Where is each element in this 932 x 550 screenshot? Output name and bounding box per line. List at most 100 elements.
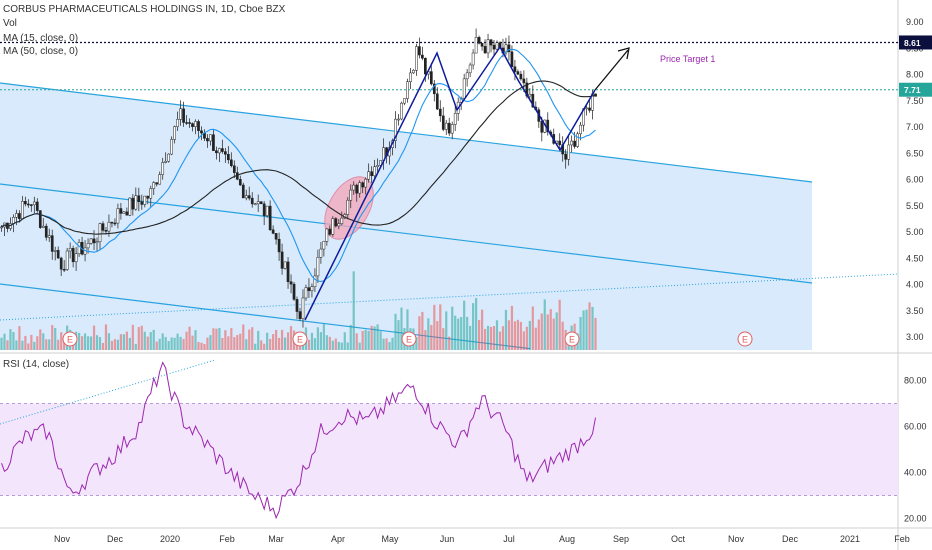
volume-bar <box>582 310 585 350</box>
candle-body <box>29 204 33 206</box>
volume-bar <box>245 339 248 350</box>
volume-bar <box>260 340 263 350</box>
candle-body <box>477 37 481 44</box>
volume-bar <box>152 329 155 350</box>
candle-body <box>107 221 111 232</box>
candle-body <box>197 121 200 131</box>
candle-body <box>241 184 245 199</box>
candle-body <box>364 178 368 188</box>
volume-bar <box>51 325 54 350</box>
candle-body <box>361 182 365 188</box>
volume-bar <box>122 334 125 350</box>
price-tag-bg <box>899 82 932 97</box>
candle-body <box>465 72 469 80</box>
candle-body <box>289 281 293 285</box>
volume-bar <box>460 317 463 350</box>
volume-bar <box>558 299 561 350</box>
candle-body <box>319 248 323 258</box>
candle-body <box>447 122 451 134</box>
candle-body <box>50 235 54 252</box>
candle-body <box>59 257 63 270</box>
volume-bar <box>89 336 93 350</box>
volume-bar <box>233 337 236 350</box>
volume-bar <box>358 342 361 350</box>
volume-bar <box>310 332 314 350</box>
volume-bar <box>343 332 346 350</box>
volume-bar <box>561 321 564 350</box>
volume-bar <box>200 342 203 350</box>
volume-bar <box>30 334 33 350</box>
volume-bar <box>346 342 349 350</box>
time-tick-label: Oct <box>671 534 686 544</box>
candle-body <box>65 250 69 270</box>
candle-body <box>122 211 126 214</box>
volume-bar <box>397 320 400 350</box>
volume-bar <box>498 331 502 350</box>
candle-body <box>176 119 179 127</box>
volume-bar <box>394 313 397 350</box>
candle-body <box>298 311 302 319</box>
volume-bar <box>33 341 36 350</box>
volume-bar <box>230 328 233 350</box>
candle-body <box>513 66 517 72</box>
candle-body <box>504 44 508 54</box>
rsi-trendline <box>0 359 216 425</box>
volume-bar <box>257 330 260 350</box>
candle-body <box>418 46 421 56</box>
candle-body <box>316 257 320 277</box>
time-tick-label: Feb <box>894 534 910 544</box>
candle-body <box>200 130 203 134</box>
price-tag-bg <box>899 35 932 50</box>
volume-bar <box>489 326 493 350</box>
volume-bar <box>277 337 281 350</box>
candle-body <box>573 140 576 147</box>
candle-body <box>441 115 445 130</box>
candle-body <box>250 197 254 205</box>
candle-body <box>429 71 433 85</box>
candle-body <box>259 201 263 205</box>
candle-body <box>238 179 242 186</box>
candle-body <box>47 235 51 238</box>
rsi-tick-label: 60.00 <box>904 422 927 432</box>
rsi-tick-label: 40.00 <box>904 468 927 478</box>
regression-channel-fill <box>0 83 812 350</box>
candle-body <box>12 216 15 224</box>
volume-bar <box>280 329 284 350</box>
volume-bar <box>301 343 305 350</box>
volume-bar <box>194 330 197 350</box>
candle-body <box>143 195 147 205</box>
candle-body <box>18 213 21 219</box>
volume-bar <box>143 331 146 350</box>
volume-bar <box>221 337 224 350</box>
channel-upper-line <box>0 82 813 183</box>
volume-bar <box>42 333 45 350</box>
volume-bar <box>519 321 522 350</box>
volume-bar <box>552 318 555 350</box>
candle-body <box>564 153 568 160</box>
price-levels <box>0 41 898 91</box>
candle-body <box>352 184 356 191</box>
candle-body <box>292 283 296 300</box>
candle-body <box>486 39 490 54</box>
candle-body <box>406 81 409 99</box>
candle-body <box>265 205 269 216</box>
earnings-event-icon <box>737 331 753 347</box>
candlesticks <box>0 28 597 328</box>
candle-body <box>27 203 30 206</box>
volume-bar <box>254 343 257 350</box>
candle-body <box>224 151 227 155</box>
candle-body <box>164 160 168 163</box>
ma50-label: MA (50, close, 0) <box>3 46 79 57</box>
volume-bar <box>510 305 514 350</box>
volume-bar <box>516 319 519 350</box>
candle-body <box>367 171 370 180</box>
volume-bar <box>167 341 170 350</box>
volume-bar <box>54 327 57 350</box>
candle-body <box>244 195 248 199</box>
volume-bar <box>334 338 337 350</box>
time-tick-label: Jul <box>503 534 515 544</box>
volume-bar <box>418 316 421 350</box>
candle-body <box>247 195 251 199</box>
volume-bar <box>406 309 409 350</box>
